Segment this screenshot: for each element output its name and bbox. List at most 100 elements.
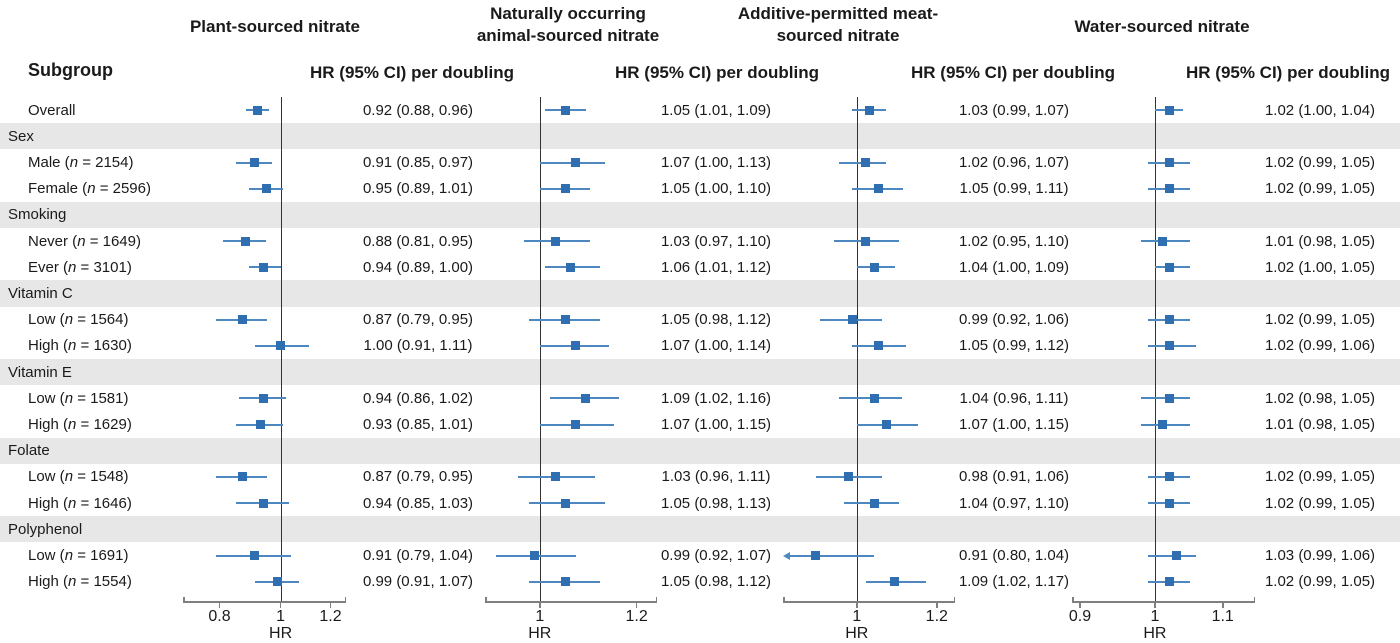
hr-ci-value: 1.03 (0.96, 1.11) — [661, 468, 771, 486]
panel-title-water: Water-sourced nitrate — [1074, 17, 1250, 36]
x-axis — [783, 601, 955, 603]
hr-ci-value: 1.07 (1.00, 1.15) — [660, 415, 772, 433]
hr-ci-value: 1.02 (0.99, 1.05) — [1264, 573, 1376, 591]
hr-point-marker — [250, 158, 260, 167]
hr-point-marker — [1171, 551, 1181, 560]
x-axis-tick — [539, 602, 541, 608]
hr-ci-value: 1.03 (0.97, 1.10) — [660, 232, 772, 250]
x-axis-title: HR — [845, 625, 869, 642]
hr-point-marker — [811, 551, 820, 560]
hr-ci-value: 0.91 (0.85, 0.97) — [362, 153, 474, 171]
hr-ci-value: 1.05 (1.00, 1.10) — [660, 180, 772, 198]
ci-line — [789, 554, 874, 557]
reference-line-hr1 — [1154, 97, 1156, 601]
hr-point-marker — [561, 184, 571, 194]
category-band — [0, 437, 1400, 464]
category-band — [0, 123, 1400, 150]
hr-ci-value: 1.02 (0.99, 1.05) — [1264, 494, 1376, 512]
hr-ci-value: 1.02 (0.99, 1.05) — [1264, 180, 1376, 198]
category-band — [0, 280, 1400, 307]
hr-ci-value: 1.07 (1.00, 1.15) — [958, 415, 1070, 433]
category-label: Polyphenol — [8, 520, 83, 538]
hr-ci-value: 0.88 (0.81, 0.95) — [362, 232, 474, 250]
hr-ci-value: 1.02 (0.96, 1.07) — [958, 153, 1070, 171]
hr-point-marker — [566, 262, 576, 272]
hr-point-marker — [571, 341, 581, 351]
hr-point-marker — [571, 420, 581, 429]
hr-point-marker — [1164, 262, 1174, 272]
hr-ci-value: 0.87 (0.79, 0.95) — [362, 468, 474, 486]
hr-ci-value: 1.05 (0.98, 1.12) — [660, 311, 772, 329]
category-band — [0, 516, 1400, 543]
subgroup-label: Low (n = 1548) — [28, 468, 129, 486]
subgroup-label: Low (n = 1581) — [28, 389, 129, 407]
hr-ci-value: 0.94 (0.85, 1.03) — [362, 494, 474, 512]
hr-point-marker — [847, 315, 857, 325]
hr-point-marker — [1164, 577, 1174, 587]
hr-point-marker — [873, 184, 883, 194]
hr-ci-value: 0.87 (0.79, 0.95) — [362, 311, 474, 329]
subgroup-label: High (n = 1646) — [28, 494, 132, 512]
subgroup-label: High (n = 1554) — [28, 573, 132, 591]
subgroup-label: Never (n = 1649) — [28, 232, 141, 250]
hr-ci-value: 1.05 (0.99, 1.11) — [959, 180, 1069, 198]
hr-ci-value: 0.99 (0.91, 1.07) — [362, 573, 474, 591]
x-axis — [485, 601, 657, 603]
panel-title-meat: Additive-permitted meat- sourced nitrate — [737, 4, 939, 45]
x-axis-tick — [279, 602, 282, 608]
hr-point-marker — [1157, 236, 1167, 246]
x-axis-tick-label: 1.1 — [1211, 608, 1234, 625]
hr-ci-value: 1.02 (0.99, 1.05) — [1264, 153, 1376, 171]
hr-point-marker — [861, 236, 870, 246]
hr-point-marker — [873, 341, 883, 351]
hr-ci-value: 0.93 (0.85, 1.01) — [362, 415, 474, 433]
hr-point-marker — [238, 315, 247, 325]
hr-point-marker — [869, 498, 879, 508]
hr-point-marker — [571, 158, 581, 167]
hr-ci-value: 1.01 (0.98, 1.05) — [1264, 415, 1376, 433]
category-label: Sex — [8, 127, 34, 145]
hr-point-marker — [259, 393, 269, 403]
hr-point-marker — [238, 472, 247, 482]
hr-point-marker — [529, 551, 539, 560]
hr-ci-value: 1.02 (0.99, 1.05) — [1264, 311, 1376, 329]
x-axis-tick-label: 0.9 — [1068, 608, 1092, 625]
x-axis-endcap — [344, 596, 346, 602]
hr-point-marker — [561, 315, 571, 325]
hr-ci-value: 1.06 (1.01, 1.12) — [660, 258, 772, 276]
hr-ci-value: 1.03 (0.99, 1.06) — [1264, 546, 1376, 564]
panel-title-plant: Plant-sourced nitrate — [189, 17, 361, 36]
hr-point-marker — [551, 236, 560, 246]
hr-point-marker — [865, 105, 875, 115]
hr-ci-header-meat: HR (95% CI) per doubling — [911, 63, 1115, 82]
panel-title-animal: Naturally occurring animal-sourced nitra… — [476, 4, 660, 45]
hr-ci-value: 0.94 (0.89, 1.00) — [362, 258, 474, 276]
hr-ci-value: 0.98 (0.91, 1.06) — [958, 468, 1070, 486]
category-label: Smoking — [8, 206, 67, 224]
hr-point-marker — [259, 262, 269, 272]
hr-point-marker — [256, 420, 266, 429]
hr-ci-value: 0.95 (0.89, 1.01) — [362, 180, 474, 198]
reference-line-hr1 — [539, 97, 541, 601]
hr-point-marker — [1164, 158, 1174, 167]
hr-point-marker — [561, 577, 571, 587]
subgroup-label: Low (n = 1564) — [28, 311, 129, 329]
hr-point-marker — [882, 420, 891, 429]
hr-point-marker — [561, 105, 571, 115]
x-axis-endcap — [783, 596, 785, 602]
x-axis-title: HR — [528, 625, 552, 642]
hr-point-marker — [869, 262, 879, 272]
category-label: Vitamin E — [8, 363, 72, 381]
subgroup-label: Overall — [28, 101, 76, 119]
hr-point-marker — [1164, 472, 1174, 482]
x-axis — [183, 601, 346, 603]
category-band — [0, 359, 1400, 386]
hr-point-marker — [581, 393, 590, 403]
hr-ci-value: 1.02 (0.99, 1.06) — [1264, 337, 1376, 355]
hr-ci-value: 1.07 (1.00, 1.13) — [660, 153, 772, 171]
hr-ci-header-plant: HR (95% CI) per doubling — [310, 63, 514, 82]
hr-ci-value: 1.09 (1.02, 1.16) — [660, 389, 772, 407]
hr-ci-value: 0.92 (0.88, 0.96) — [362, 101, 474, 119]
x-axis-tick-label: 1 — [276, 608, 286, 625]
